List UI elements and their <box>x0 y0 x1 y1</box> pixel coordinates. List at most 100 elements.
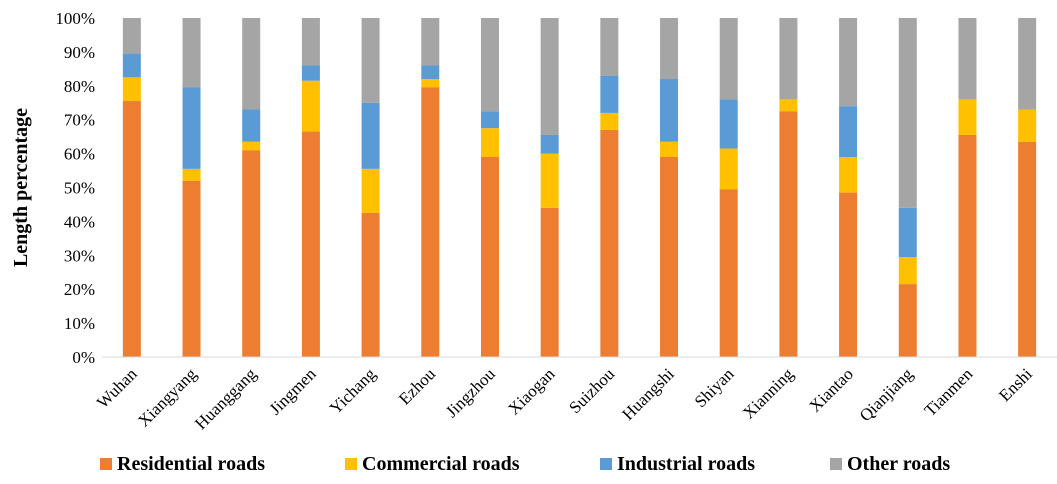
legend-label: Industrial roads <box>617 453 755 475</box>
bar-segment <box>182 87 201 169</box>
bar-segment <box>301 18 320 66</box>
x-tick-label: Jingzhou <box>442 364 499 421</box>
bar-segment <box>480 18 499 112</box>
bar-segment <box>242 18 261 110</box>
y-tick-label: 100% <box>55 9 95 28</box>
legend: Residential roads Commercial roads Industr… <box>100 453 950 475</box>
bar-segment <box>480 128 499 157</box>
x-tick-label: Ezhou <box>395 364 439 408</box>
y-tick-label: 60% <box>64 145 95 164</box>
bar-segment <box>122 53 141 78</box>
bar-segment <box>1018 141 1037 357</box>
bar-segment <box>1018 18 1037 110</box>
bar-segment <box>958 18 977 100</box>
bar-segment <box>839 156 858 193</box>
legend-label: Other roads <box>847 453 950 475</box>
x-tick-label: Shiyan <box>691 364 738 411</box>
bar-segment <box>301 131 320 357</box>
bar-segment <box>182 18 201 88</box>
bar-segment <box>660 18 679 80</box>
y-tick-label: 70% <box>64 111 95 130</box>
y-axis-ticks: 0% 10% 20% 30% 40% 50% 60% 70% 80% 90% 100% <box>55 9 95 367</box>
bar-segment <box>122 77 141 102</box>
bar-segment <box>898 207 917 257</box>
bar-segment <box>839 106 858 157</box>
legend-label: Commercial roads <box>362 453 520 475</box>
bar-segment <box>182 168 201 181</box>
bar-segment <box>958 99 977 135</box>
legend-swatch <box>600 458 612 470</box>
x-tick-label: Jingmen <box>266 364 321 419</box>
bar-segment <box>421 18 440 66</box>
bar-segment <box>361 212 380 357</box>
bar-segment <box>600 75 619 113</box>
y-axis-label: Length percentage <box>10 108 32 267</box>
bar-segment <box>958 134 977 357</box>
x-tick-label: Tianmen <box>921 364 977 420</box>
y-tick-label: 20% <box>64 280 95 299</box>
legend-label: Residential roads <box>117 453 265 475</box>
bar-segment <box>540 134 559 154</box>
bar-segment <box>600 112 619 130</box>
y-tick-label: 90% <box>64 43 95 62</box>
bar-segment <box>719 99 738 149</box>
bar-segment <box>898 284 917 357</box>
bar-segment <box>540 207 559 357</box>
x-tick-label: Enshi <box>995 364 1036 405</box>
x-tick-label: Xianning <box>739 364 798 423</box>
x-tick-label: Yichang <box>326 364 380 418</box>
y-tick-label: 0% <box>72 348 95 367</box>
x-tick-label: Wuhan <box>93 364 141 412</box>
bar-segment <box>779 18 798 100</box>
bar-segment <box>719 189 738 357</box>
bar-segment <box>421 79 440 88</box>
bar-segment <box>182 180 201 357</box>
bar-segment <box>660 79 679 142</box>
y-tick-label: 30% <box>64 246 95 265</box>
bar-segment <box>719 18 738 100</box>
bar-segment <box>122 101 141 358</box>
bar-segment <box>480 111 499 129</box>
bar-segment <box>242 150 261 357</box>
x-tick-label: Xiaogan <box>504 364 559 419</box>
bar-segment <box>839 18 858 107</box>
bar-segment <box>122 18 141 54</box>
bar-segment <box>660 156 679 357</box>
x-tick-label: Huanggang <box>191 364 260 433</box>
bar-segment <box>421 87 440 358</box>
y-tick-label: 10% <box>64 314 95 333</box>
bar-segment <box>480 156 499 357</box>
bar-segment <box>301 65 320 81</box>
bar-segment <box>600 129 619 357</box>
x-tick-label: Suizhou <box>565 364 618 417</box>
legend-swatch <box>100 458 112 470</box>
bars <box>122 18 1037 358</box>
x-tick-label: Xiantao <box>805 364 856 415</box>
bar-segment <box>540 153 559 208</box>
x-tick-label: Huangshi <box>618 364 678 424</box>
bar-segment <box>540 18 559 135</box>
bar-segment <box>779 99 798 112</box>
bar-segment <box>301 80 320 132</box>
y-tick-label: 40% <box>64 212 95 231</box>
bar-segment <box>898 256 917 285</box>
bar-segment <box>839 192 858 357</box>
bar-segment <box>779 111 798 357</box>
bar-segment <box>1018 109 1037 142</box>
bar-segment <box>361 168 380 213</box>
bar-segment <box>719 148 738 190</box>
bar-segment <box>421 65 440 80</box>
x-tick-label: Qianjiang <box>856 364 917 425</box>
y-tick-label: 50% <box>64 179 95 198</box>
legend-swatch <box>345 458 357 470</box>
bar-segment <box>361 102 380 169</box>
bar-segment <box>361 18 380 103</box>
bar-segment <box>242 141 261 151</box>
legend-swatch <box>830 458 842 470</box>
bar-segment <box>242 109 261 142</box>
bar-segment <box>660 141 679 157</box>
y-tick-label: 80% <box>64 77 95 96</box>
bar-segment <box>600 18 619 76</box>
